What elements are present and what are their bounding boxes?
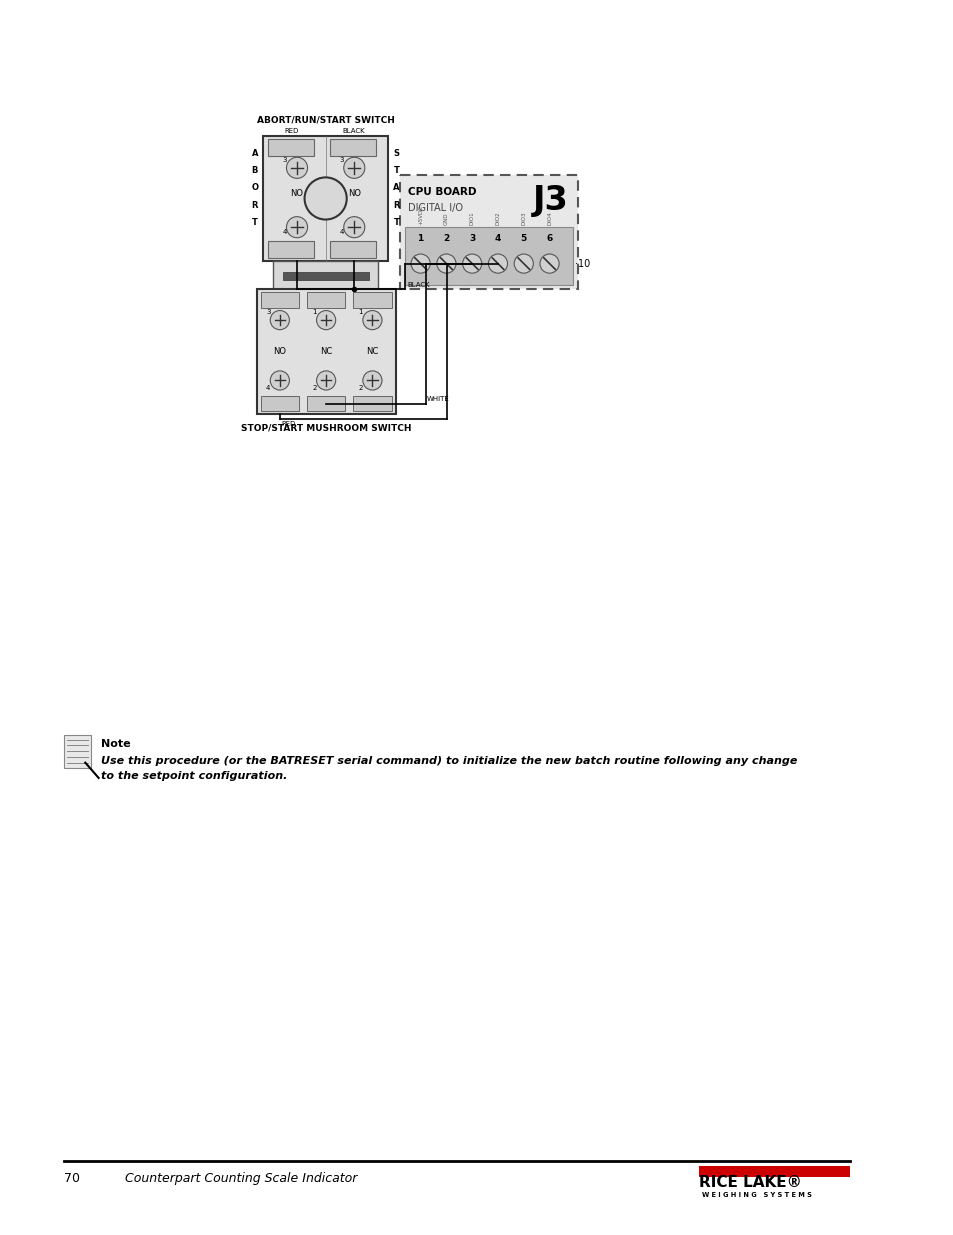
Text: 4: 4 — [282, 228, 287, 235]
Text: 70: 70 — [64, 1172, 80, 1184]
Bar — [64, 735, 91, 768]
Text: CPU BOARD: CPU BOARD — [408, 186, 476, 196]
Text: NC: NC — [366, 347, 378, 356]
Text: GND: GND — [443, 212, 449, 225]
Bar — [405, 227, 572, 284]
Text: DIO4: DIO4 — [546, 211, 552, 225]
Bar — [330, 241, 376, 258]
Text: Note: Note — [100, 740, 130, 750]
Text: Counterpart Counting Scale Indicator: Counterpart Counting Scale Indicator — [125, 1172, 356, 1184]
Circle shape — [411, 254, 430, 273]
Text: W E I G H I N G   S Y S T E M S: W E I G H I N G S Y S T E M S — [701, 1192, 811, 1198]
Bar — [400, 174, 577, 289]
Text: T: T — [252, 217, 257, 227]
Text: 1: 1 — [312, 310, 316, 315]
Circle shape — [514, 254, 533, 273]
Circle shape — [286, 216, 307, 237]
Text: RICE LAKE®: RICE LAKE® — [699, 1174, 801, 1189]
Text: WHITE: WHITE — [427, 396, 450, 403]
Text: BLACK: BLACK — [342, 128, 364, 135]
Bar — [353, 293, 392, 308]
Circle shape — [436, 254, 456, 273]
Text: STOP/START MUSHROOM SWITCH: STOP/START MUSHROOM SWITCH — [240, 424, 411, 432]
Text: Use this procedure (or the BATRESET serial command) to initialize the new batch : Use this procedure (or the BATRESET seri… — [100, 756, 796, 766]
Bar — [256, 289, 395, 414]
Bar — [330, 140, 376, 157]
Text: O: O — [251, 184, 258, 193]
Text: A: A — [393, 184, 399, 193]
Circle shape — [270, 370, 289, 390]
Text: 5: 5 — [520, 235, 526, 243]
Text: 4: 4 — [339, 228, 344, 235]
Text: ·10: ·10 — [574, 258, 589, 268]
Text: A: A — [252, 149, 257, 158]
Circle shape — [362, 370, 381, 390]
Circle shape — [362, 310, 381, 330]
Text: RED: RED — [281, 421, 295, 426]
Bar — [307, 395, 345, 411]
Circle shape — [343, 157, 364, 178]
Circle shape — [286, 157, 307, 178]
Text: to the setpoint configuration.: to the setpoint configuration. — [100, 771, 287, 782]
Text: DIO1: DIO1 — [469, 211, 475, 225]
Text: DIGITAL I/O: DIGITAL I/O — [408, 203, 462, 214]
Text: T: T — [394, 167, 399, 175]
Bar — [282, 272, 369, 280]
Bar — [699, 1166, 849, 1177]
Text: R: R — [393, 200, 399, 210]
Bar — [268, 140, 314, 157]
Text: 2: 2 — [358, 385, 363, 391]
Bar — [263, 136, 388, 261]
Bar — [273, 261, 378, 289]
Text: B: B — [252, 167, 257, 175]
Bar — [307, 293, 345, 308]
Bar — [268, 241, 314, 258]
Text: S: S — [394, 149, 399, 158]
Text: NO: NO — [291, 189, 303, 198]
Circle shape — [316, 370, 335, 390]
Text: 1: 1 — [417, 235, 423, 243]
Text: J3: J3 — [533, 184, 568, 217]
Text: DIO2: DIO2 — [495, 211, 500, 225]
Text: 2: 2 — [443, 235, 449, 243]
Circle shape — [488, 254, 507, 273]
Text: 4: 4 — [495, 235, 500, 243]
Circle shape — [270, 310, 289, 330]
Text: 1: 1 — [358, 310, 363, 315]
Circle shape — [539, 254, 558, 273]
Text: DIO3: DIO3 — [520, 211, 526, 225]
Text: T: T — [394, 217, 399, 227]
Circle shape — [462, 254, 481, 273]
Bar — [353, 395, 392, 411]
Bar — [260, 293, 299, 308]
Text: ABORT/RUN/START SWITCH: ABORT/RUN/START SWITCH — [256, 116, 395, 125]
Circle shape — [343, 216, 364, 237]
Circle shape — [304, 178, 346, 220]
Text: NO: NO — [348, 189, 360, 198]
Text: NO: NO — [274, 347, 286, 356]
Text: 3: 3 — [469, 235, 475, 243]
Circle shape — [316, 310, 335, 330]
Text: 3: 3 — [282, 157, 287, 163]
Text: 3: 3 — [339, 157, 344, 163]
Text: R: R — [252, 200, 257, 210]
Text: BLACK: BLACK — [407, 282, 429, 288]
Bar — [260, 395, 299, 411]
Text: 4: 4 — [266, 385, 271, 391]
Text: RED: RED — [284, 128, 298, 135]
Text: 3: 3 — [266, 310, 271, 315]
Text: +5VDC: +5VDC — [417, 205, 423, 225]
Text: NC: NC — [319, 347, 332, 356]
Text: 2: 2 — [313, 385, 316, 391]
Text: 6: 6 — [546, 235, 552, 243]
